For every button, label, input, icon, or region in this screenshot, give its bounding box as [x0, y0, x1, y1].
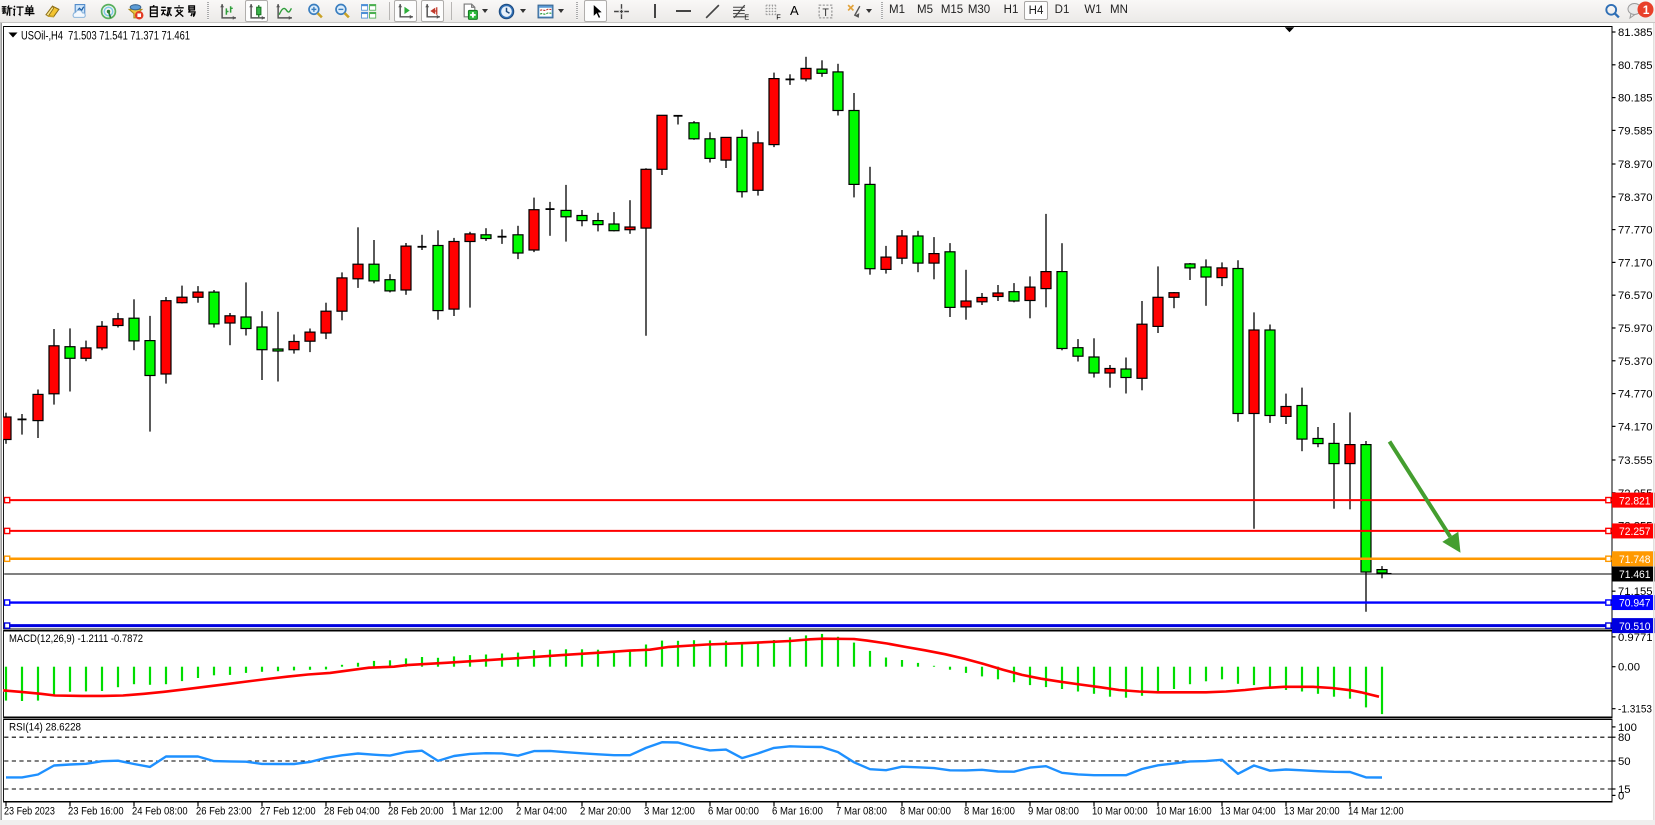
- svg-text:75.970: 75.970: [1618, 323, 1653, 335]
- svg-text:73.555: 73.555: [1618, 455, 1653, 467]
- svg-text:72.821: 72.821: [1619, 495, 1651, 507]
- svg-text:0.00: 0.00: [1618, 662, 1640, 674]
- svg-text:23 Feb 16:00: 23 Feb 16:00: [68, 806, 124, 818]
- svg-text:81.385: 81.385: [1618, 27, 1653, 39]
- svg-text:0.9771: 0.9771: [1618, 632, 1653, 644]
- svg-text:70.947: 70.947: [1619, 598, 1651, 610]
- svg-text:10 Mar 00:00: 10 Mar 00:00: [1092, 806, 1148, 818]
- svg-text:50: 50: [1618, 756, 1631, 768]
- svg-text:9 Mar 08:00: 9 Mar 08:00: [1028, 806, 1079, 818]
- svg-text:F: F: [776, 12, 781, 20]
- svg-text:USOil-,H4 71.503 71.541 71.37: USOil-,H4 71.503 71.541 71.371 71.461: [21, 31, 190, 43]
- svg-text:2 Mar 04:00: 2 Mar 04:00: [516, 806, 567, 818]
- svg-text:79.585: 79.585: [1618, 125, 1653, 137]
- svg-text:-1.3153: -1.3153: [1618, 704, 1652, 716]
- svg-text:7 Mar 08:00: 7 Mar 08:00: [836, 806, 887, 818]
- svg-text:71.748: 71.748: [1619, 554, 1651, 566]
- svg-text:72.257: 72.257: [1619, 526, 1651, 538]
- svg-text:1: 1: [1643, 3, 1650, 17]
- svg-text:78.970: 78.970: [1618, 159, 1653, 171]
- svg-text:74.170: 74.170: [1618, 421, 1653, 433]
- svg-text:13 Mar 20:00: 13 Mar 20:00: [1284, 806, 1340, 818]
- svg-text:28 Feb 04:00: 28 Feb 04:00: [324, 806, 380, 818]
- svg-text:28 Feb 20:00: 28 Feb 20:00: [388, 806, 444, 818]
- svg-text:100: 100: [1618, 722, 1637, 734]
- svg-text:24 Feb 08:00: 24 Feb 08:00: [132, 806, 188, 818]
- svg-text:23 Feb 2023: 23 Feb 2023: [4, 806, 55, 818]
- svg-text:3 Mar 12:00: 3 Mar 12:00: [644, 806, 695, 818]
- svg-text:0: 0: [1618, 790, 1624, 802]
- svg-text:27 Feb 12:00: 27 Feb 12:00: [260, 806, 316, 818]
- svg-text:71.461: 71.461: [1619, 569, 1651, 581]
- svg-text:MACD(12,26,9) -1.2111 -0.7872: MACD(12,26,9) -1.2111 -0.7872: [9, 633, 143, 645]
- svg-text:78.370: 78.370: [1618, 192, 1653, 204]
- svg-text:77.170: 77.170: [1618, 257, 1653, 269]
- svg-text:8 Mar 16:00: 8 Mar 16:00: [964, 806, 1015, 818]
- svg-text:74.770: 74.770: [1618, 389, 1653, 401]
- svg-text:E: E: [744, 12, 749, 20]
- svg-text:77.770: 77.770: [1618, 225, 1653, 237]
- svg-text:1 Mar 12:00: 1 Mar 12:00: [452, 806, 503, 818]
- svg-text:80.785: 80.785: [1618, 60, 1653, 72]
- svg-text:15: 15: [1618, 784, 1631, 796]
- svg-text:6 Mar 00:00: 6 Mar 00:00: [708, 806, 759, 818]
- svg-text:13 Mar 04:00: 13 Mar 04:00: [1220, 806, 1276, 818]
- svg-text:14 Mar 12:00: 14 Mar 12:00: [1348, 806, 1404, 818]
- svg-text:80.185: 80.185: [1618, 93, 1653, 105]
- svg-text:T: T: [822, 7, 829, 19]
- svg-text:76.570: 76.570: [1618, 290, 1653, 302]
- svg-text:75.370: 75.370: [1618, 356, 1653, 368]
- svg-text:8 Mar 00:00: 8 Mar 00:00: [900, 806, 951, 818]
- svg-text:26 Feb 23:00: 26 Feb 23:00: [196, 806, 252, 818]
- svg-text:80: 80: [1618, 732, 1631, 744]
- svg-text:2 Mar 20:00: 2 Mar 20:00: [580, 806, 631, 818]
- svg-text:RSI(14) 28.6228: RSI(14) 28.6228: [9, 722, 81, 734]
- svg-text:70.510: 70.510: [1619, 621, 1651, 633]
- svg-text:6 Mar 16:00: 6 Mar 16:00: [772, 806, 823, 818]
- svg-text:10 Mar 16:00: 10 Mar 16:00: [1156, 806, 1212, 818]
